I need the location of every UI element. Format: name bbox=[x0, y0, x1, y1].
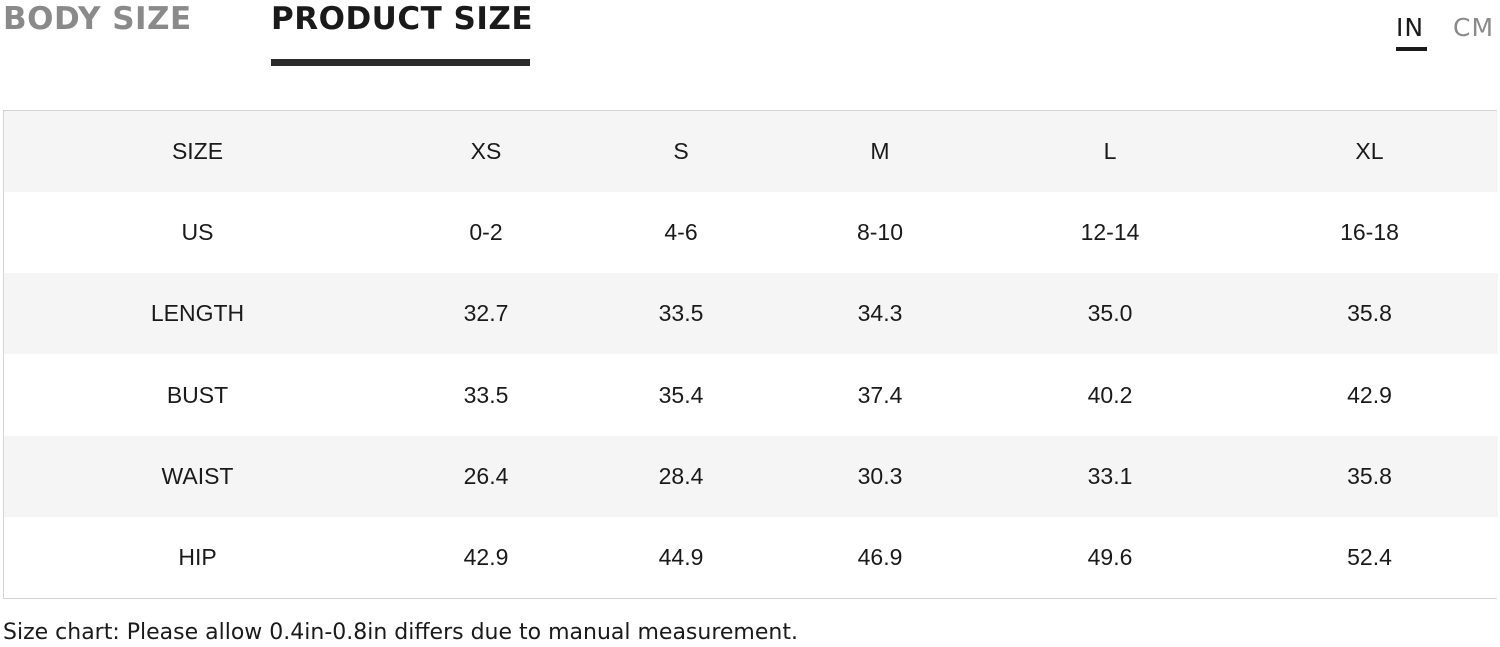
table-cell: 35.8 bbox=[1241, 273, 1498, 355]
table-cell: 52.4 bbox=[1241, 516, 1498, 598]
row-label: LENGTH bbox=[4, 273, 391, 355]
table-row: WAIST 26.4 28.4 30.3 33.1 35.8 bbox=[4, 435, 1498, 517]
size-chart-table: SIZE XS S M L XL US 0-2 4-6 8-10 12-14 1… bbox=[3, 110, 1498, 599]
unit-toggle-in[interactable]: IN bbox=[1396, 13, 1425, 42]
table-row: HIP 42.9 44.9 46.9 49.6 52.4 bbox=[4, 516, 1498, 598]
table-header-row: SIZE XS S M L XL bbox=[4, 111, 1498, 193]
table-row: LENGTH 32.7 33.5 34.3 35.0 35.8 bbox=[4, 273, 1498, 355]
header-cell: L bbox=[979, 111, 1241, 193]
table-cell: 12-14 bbox=[979, 192, 1241, 274]
table-cell: 33.5 bbox=[391, 354, 581, 436]
measurement-note: Size chart: Please allow 0.4in-0.8in dif… bbox=[3, 620, 798, 645]
table-row: US 0-2 4-6 8-10 12-14 16-18 bbox=[4, 192, 1498, 274]
active-unit-indicator bbox=[1396, 47, 1427, 51]
table-cell: 34.3 bbox=[781, 273, 979, 355]
table-cell: 26.4 bbox=[391, 435, 581, 517]
table-cell: 46.9 bbox=[781, 516, 979, 598]
header-cell: S bbox=[581, 111, 781, 193]
row-label: HIP bbox=[4, 516, 391, 598]
table-cell: 8-10 bbox=[781, 192, 979, 274]
header-cell: XS bbox=[391, 111, 581, 193]
header-cell: XL bbox=[1241, 111, 1498, 193]
table-cell: 35.8 bbox=[1241, 435, 1498, 517]
table-cell: 37.4 bbox=[781, 354, 979, 436]
active-tab-indicator bbox=[271, 59, 530, 66]
table-cell: 44.9 bbox=[581, 516, 781, 598]
unit-toggle-cm[interactable]: CM bbox=[1453, 13, 1495, 42]
table-cell: 35.4 bbox=[581, 354, 781, 436]
table-row: BUST 33.5 35.4 37.4 40.2 42.9 bbox=[4, 354, 1498, 436]
table-cell: 35.0 bbox=[979, 273, 1241, 355]
table-cell: 4-6 bbox=[581, 192, 781, 274]
header-cell: SIZE bbox=[4, 111, 391, 193]
header-cell: M bbox=[781, 111, 979, 193]
table-cell: 0-2 bbox=[391, 192, 581, 274]
table-cell: 49.6 bbox=[979, 516, 1241, 598]
table-cell: 28.4 bbox=[581, 435, 781, 517]
table-cell: 16-18 bbox=[1241, 192, 1498, 274]
row-label: WAIST bbox=[4, 435, 391, 517]
table-cell: 32.7 bbox=[391, 273, 581, 355]
tab-body-size[interactable]: BODY SIZE bbox=[3, 1, 192, 37]
table-cell: 40.2 bbox=[979, 354, 1241, 436]
row-label: BUST bbox=[4, 354, 391, 436]
row-label: US bbox=[4, 192, 391, 274]
table-cell: 42.9 bbox=[1241, 354, 1498, 436]
table-cell: 42.9 bbox=[391, 516, 581, 598]
table-cell: 33.5 bbox=[581, 273, 781, 355]
tab-product-size[interactable]: PRODUCT SIZE bbox=[271, 1, 534, 37]
table-cell: 30.3 bbox=[781, 435, 979, 517]
table-cell: 33.1 bbox=[979, 435, 1241, 517]
